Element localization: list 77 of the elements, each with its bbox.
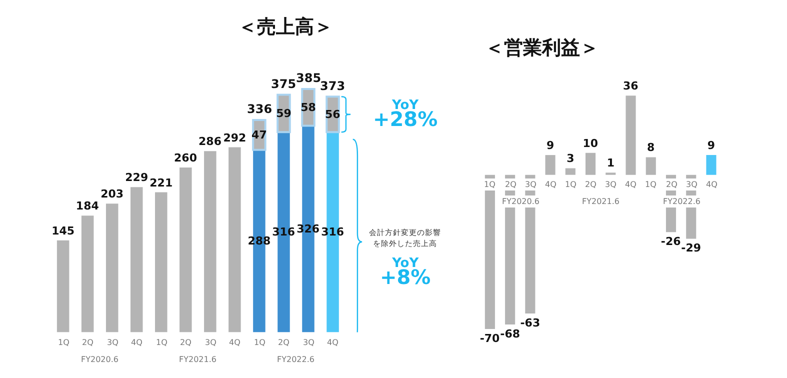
bar <box>228 147 241 332</box>
data-label: -29 <box>681 242 702 255</box>
text: YoY +8% <box>380 256 431 289</box>
bar <box>565 168 576 175</box>
total-label: 336 <box>247 102 272 116</box>
data-label: 9 <box>707 139 716 152</box>
annotation: FY2022.6 <box>663 197 700 206</box>
x-tick-label: 2Q <box>505 180 516 189</box>
data-label: 286 <box>198 135 222 148</box>
x-tick-label: 3Q <box>303 338 314 347</box>
data-label: 3 <box>566 152 574 166</box>
x-tick-label: 3Q <box>605 180 616 189</box>
text: FY2022.6 <box>277 355 314 364</box>
x-tick-label: 4Q <box>625 180 636 189</box>
x-tick-label: 2Q <box>666 180 678 189</box>
x-tick-label: 1Q <box>645 180 656 189</box>
x-tick-label: 4Q <box>327 338 338 347</box>
x-tick-label: 4Q <box>545 180 556 189</box>
bar <box>81 216 94 332</box>
bar <box>646 157 656 175</box>
text: FY2021.6 <box>179 355 216 364</box>
bar <box>56 240 70 332</box>
data-label: -63 <box>520 316 540 330</box>
x-tick-label: 1Q <box>156 338 168 347</box>
data-label: 221 <box>150 176 173 190</box>
total-label: 385 <box>296 71 322 85</box>
x-tick-label: 1Q <box>58 338 70 347</box>
text: YoY +28% <box>373 98 438 131</box>
data-label: 8 <box>647 141 655 154</box>
x-tick-label: 2Q <box>82 338 94 347</box>
annotation: FY2020.6 <box>502 197 540 206</box>
data-label: 36 <box>622 80 639 93</box>
data-label: 58 <box>300 100 316 114</box>
x-tick-label: 2Q <box>278 338 290 347</box>
data-label: -70 <box>480 332 500 345</box>
bar <box>586 152 596 175</box>
bar <box>706 155 716 175</box>
bar <box>180 168 192 332</box>
bar <box>204 151 216 332</box>
data-label: 59 <box>276 106 292 120</box>
data-label: 229 <box>125 171 148 184</box>
x-tick-label: 3Q <box>686 180 698 189</box>
bar <box>545 155 556 175</box>
data-label: 10 <box>582 136 598 150</box>
x-tick-label: 3Q <box>205 338 216 347</box>
bar <box>155 192 168 332</box>
annotation: FY2021.6 <box>582 197 620 206</box>
data-label: -68 <box>500 328 520 341</box>
data-label: 56 <box>324 108 341 121</box>
chart-title: ＜営業利益＞ <box>485 37 599 59</box>
data-label: 203 <box>100 188 124 201</box>
x-tick-label: 1Q <box>565 180 576 189</box>
x-tick-label: 4Q <box>131 338 142 347</box>
text: FY2020.6 <box>81 355 118 364</box>
data-label: 145 <box>52 224 75 238</box>
total-label: 375 <box>271 77 296 91</box>
x-tick-label: 1Q <box>254 338 266 347</box>
x-tick-label: 1Q <box>484 180 496 189</box>
data-label: 292 <box>223 131 246 144</box>
bar <box>106 204 118 332</box>
bar <box>130 187 143 332</box>
data-label: 1 <box>606 156 614 170</box>
x-tick-label: 4Q <box>229 338 240 347</box>
x-tick-label: 2Q <box>585 180 596 189</box>
x-tick-label: 3Q <box>525 180 536 189</box>
bar <box>484 174 495 329</box>
data-label: 260 <box>174 152 198 165</box>
x-tick-label: 3Q <box>107 338 118 347</box>
data-label: 47 <box>252 128 267 142</box>
total-label: 373 <box>320 79 346 93</box>
data-label: -26 <box>660 235 682 248</box>
bar <box>626 96 636 175</box>
x-tick-label: 4Q <box>706 180 718 189</box>
data-label: 9 <box>546 139 554 152</box>
chart-title: ＜売上高＞ <box>238 16 333 38</box>
x-tick-label: 2Q <box>180 338 192 347</box>
data-label: 184 <box>76 200 100 213</box>
